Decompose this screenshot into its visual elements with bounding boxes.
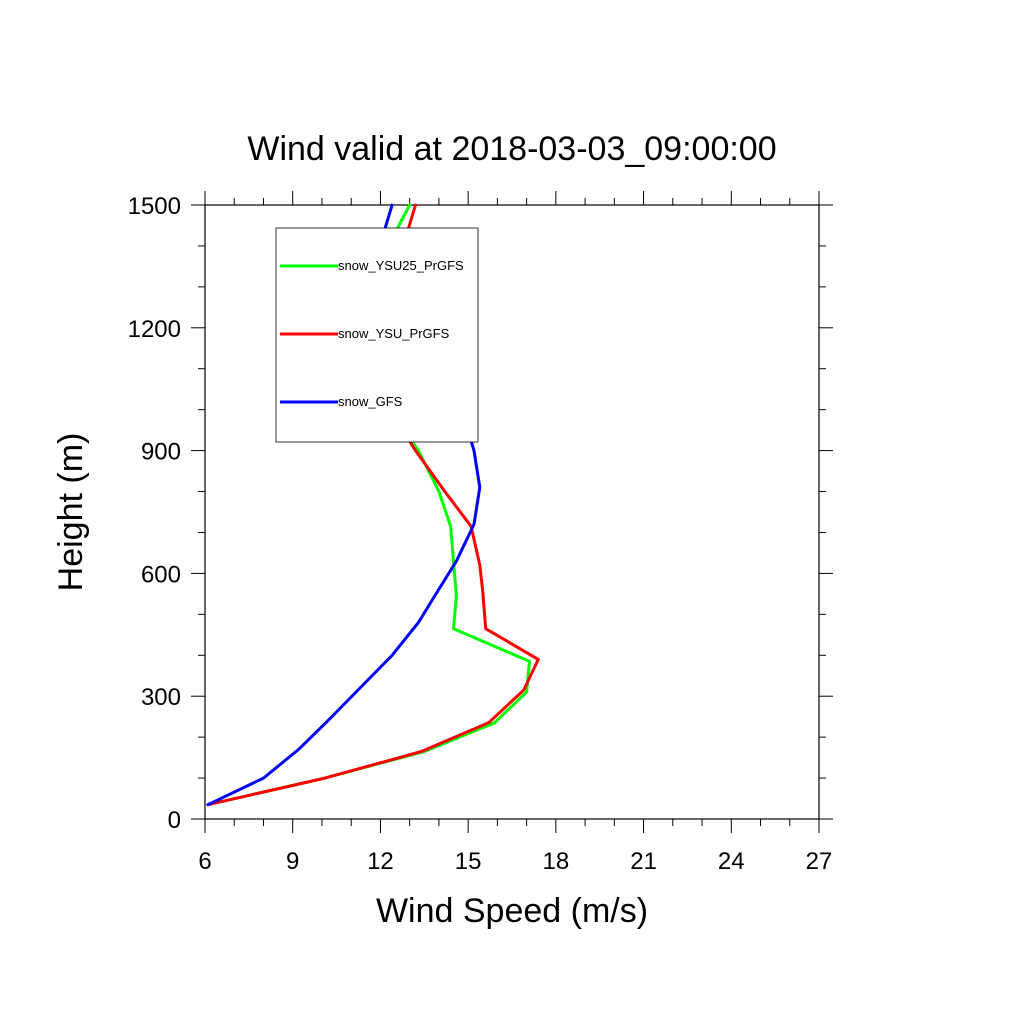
axis-ticks: 6 9 12 15 18 21 24 27 0 300 600 900 1200 1500 bbox=[128, 191, 833, 875]
y-tick-label: 900 bbox=[141, 439, 181, 466]
x-tick-label: 24 bbox=[718, 848, 745, 875]
plot-border bbox=[204, 204, 820, 820]
x-tick-label: 12 bbox=[367, 848, 394, 875]
chart-title: Wind valid at 2018-03-03_09:00:00 bbox=[247, 130, 776, 168]
x-axis-label: Wind Speed (m/s) bbox=[376, 892, 648, 930]
y-tick-label: 600 bbox=[141, 561, 181, 588]
legend-label-snow-ysu-prgfs: snow_YSU_PrGFS bbox=[338, 326, 450, 341]
x-tick-label: 9 bbox=[286, 848, 299, 875]
y-tick-label: 1200 bbox=[128, 316, 181, 343]
x-tick-label: 27 bbox=[806, 848, 833, 875]
y-tick-label: 1500 bbox=[128, 193, 181, 220]
legend-label-snow-ysu25-prgfs: snow_YSU25_PrGFS bbox=[338, 258, 464, 273]
x-tick-label: 6 bbox=[198, 848, 211, 875]
x-tick-label: 15 bbox=[455, 848, 482, 875]
plot-area bbox=[204, 204, 820, 820]
y-tick-label: 0 bbox=[168, 807, 181, 834]
x-tick-label: 18 bbox=[543, 848, 570, 875]
legend: snow_YSU25_PrGFS snow_YSU_PrGFS snow_GFS bbox=[275, 227, 479, 443]
x-tick-label: 21 bbox=[630, 848, 657, 875]
legend-label-snow-gfs: snow_GFS bbox=[338, 394, 403, 409]
y-tick-label: 300 bbox=[141, 684, 181, 711]
y-axis-label: Height (m) bbox=[52, 433, 90, 592]
